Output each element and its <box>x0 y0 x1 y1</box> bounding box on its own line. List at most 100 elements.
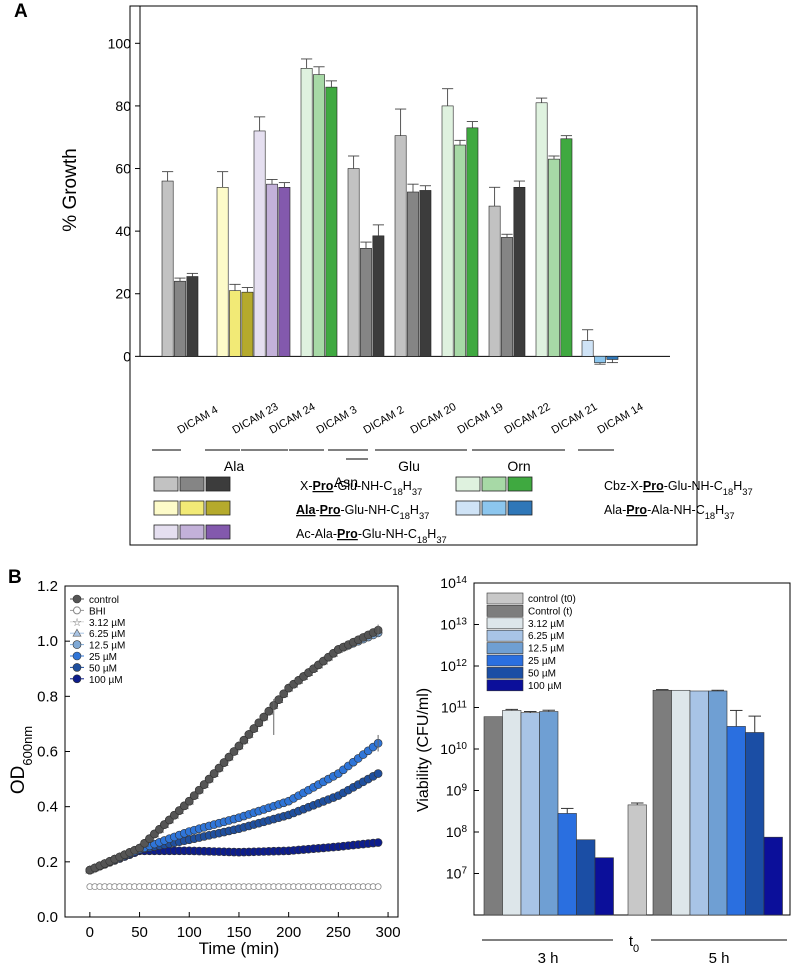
bar <box>325 86 338 357</box>
data-point <box>259 712 269 722</box>
bar <box>454 144 466 357</box>
bar-group-label: DICAM 3 <box>315 404 360 437</box>
data-point <box>199 780 209 789</box>
legend-swatch <box>486 629 524 642</box>
y-axis-title: Viability (CFU/ml) <box>415 688 432 812</box>
bar-group-label: DICAM 2 <box>362 404 407 437</box>
bar <box>407 191 419 357</box>
y-tick-label: 1.0 <box>37 633 58 650</box>
category-label: Glu <box>398 458 420 474</box>
group-label: 3 h <box>538 950 559 967</box>
bar-group-label: DICAM 19 <box>456 401 506 437</box>
legend-swatch <box>486 642 524 654</box>
bar-group-label: DICAM 22 <box>503 401 553 437</box>
y-tick-label: 1010 <box>440 741 467 758</box>
bar <box>483 716 503 916</box>
legend-label: 50 µM <box>89 663 117 674</box>
bar <box>726 726 746 916</box>
data-point <box>279 689 288 699</box>
bar <box>300 68 313 357</box>
data-point <box>214 763 224 773</box>
bar <box>372 235 385 357</box>
legend-label: 3.12 µM <box>89 618 125 629</box>
legend-marker <box>72 651 82 661</box>
legend-swatch <box>481 500 507 516</box>
legend-marker <box>72 628 82 637</box>
legend-swatch <box>486 605 524 617</box>
panel-a-frame <box>129 5 698 546</box>
y-tick-label: 40 <box>115 223 131 239</box>
group-label: t0 <box>629 933 639 955</box>
legend-label: 25 µM <box>89 652 117 663</box>
legend-label: Ac-Ala-Pro-Glu-NH-C18H37 <box>296 527 447 545</box>
bar <box>535 102 548 357</box>
y-tick-label: 80 <box>115 98 131 114</box>
y-tick-label: 107 <box>446 865 468 882</box>
legend-swatch <box>153 500 179 516</box>
bar <box>394 135 407 357</box>
y-tick-label: 0.2 <box>37 854 58 871</box>
bar <box>441 105 454 357</box>
legend-label: 3.12 µM <box>528 619 564 630</box>
legend-swatch <box>486 654 524 667</box>
bar <box>186 276 199 357</box>
bar <box>548 158 560 357</box>
bar <box>466 127 479 357</box>
bar-group-label: DICAM 21 <box>550 401 600 437</box>
bar <box>229 290 241 357</box>
bar <box>671 689 691 916</box>
bar <box>161 180 174 357</box>
data-point <box>254 718 264 728</box>
category-label: Orn <box>507 458 530 474</box>
legend-swatch <box>486 617 524 630</box>
legend-label: 12.5 µM <box>89 641 125 652</box>
bar <box>347 168 360 357</box>
x-tick-label: 200 <box>276 924 301 941</box>
x-tick-label: 250 <box>326 924 351 941</box>
data-point <box>219 758 229 767</box>
x-tick-label: 100 <box>177 924 202 941</box>
legend-marker: ☆ <box>72 616 82 629</box>
x-tick-label: 50 <box>131 924 148 941</box>
x-tick-label: 300 <box>376 924 401 941</box>
data-point <box>244 730 254 739</box>
y-tick-label: 20 <box>115 286 131 302</box>
legend-marker <box>72 674 82 684</box>
legend-label: 6.25 µM <box>89 629 125 640</box>
legend-marker <box>72 640 82 649</box>
data-point <box>224 752 234 762</box>
legend-swatch <box>455 500 481 516</box>
legend-label: 25 µM <box>528 656 556 667</box>
legend-label: BHI <box>89 606 106 617</box>
x-tick-label: 0 <box>86 924 94 941</box>
legend-label: 50 µM <box>528 668 556 679</box>
bar <box>606 356 619 360</box>
y-axis-title: % Growth <box>60 148 81 231</box>
legend-swatch <box>153 476 179 492</box>
bar <box>520 712 540 916</box>
bar <box>627 804 647 916</box>
data-point <box>274 695 284 704</box>
bar <box>539 711 559 916</box>
legend-swatch <box>507 500 533 516</box>
y-tick-label: 1013 <box>440 616 467 633</box>
bar <box>419 190 432 357</box>
legend-label: Ala-Pro-Glu-NH-C18H37 <box>296 503 429 521</box>
legend-label: Control (t) <box>528 606 572 617</box>
bar <box>278 187 291 357</box>
bar <box>241 291 254 357</box>
bar <box>253 130 266 357</box>
bar <box>557 813 577 916</box>
legend-label: control <box>89 595 119 606</box>
bar <box>708 690 728 916</box>
legend-swatch <box>486 592 524 605</box>
data-point <box>189 791 199 800</box>
bar-group-label: DICAM 14 <box>596 401 646 437</box>
y-tick-label: 1011 <box>441 699 467 716</box>
bar <box>560 138 573 357</box>
bar <box>266 183 278 357</box>
legend-swatch <box>205 476 231 492</box>
legend-swatch <box>205 524 231 540</box>
bar <box>513 187 526 357</box>
